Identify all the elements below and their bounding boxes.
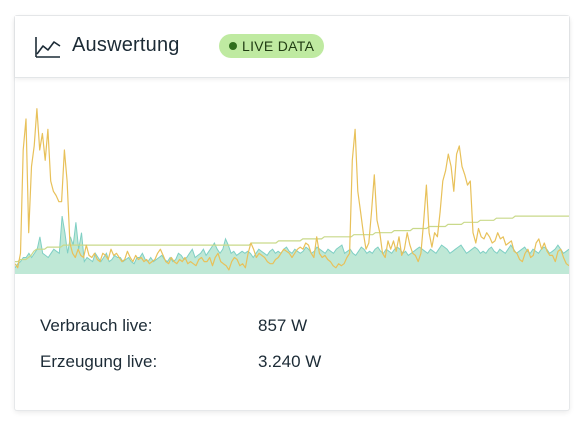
energy-chart[interactable] bbox=[15, 78, 569, 274]
production-value: 3.240 W bbox=[258, 352, 322, 371]
baseline-series-line bbox=[15, 215, 569, 263]
production-area bbox=[15, 216, 569, 274]
evaluation-card: Auswertung LIVE DATA Verbrauch live: 857… bbox=[15, 16, 569, 410]
consumption-series-line bbox=[15, 108, 569, 271]
production-row: Erzeugung live: 3.240 W bbox=[40, 352, 540, 388]
production-label: Erzeugung live: bbox=[40, 352, 158, 371]
live-badge-label: LIVE DATA bbox=[242, 38, 315, 54]
live-data-badge: LIVE DATA bbox=[219, 34, 325, 58]
production-series-line bbox=[15, 216, 569, 269]
card-title: Auswertung bbox=[72, 34, 180, 56]
live-status-dot bbox=[229, 42, 237, 50]
line-chart-icon bbox=[35, 37, 61, 58]
consumption-value: 857 W bbox=[258, 316, 308, 335]
energy-chart-svg bbox=[15, 108, 569, 274]
card-header: Auswertung LIVE DATA bbox=[15, 16, 569, 78]
consumption-row: Verbrauch live: 857 W bbox=[40, 316, 540, 352]
consumption-label: Verbrauch live: bbox=[40, 316, 153, 335]
live-stats: Verbrauch live: 857 W Erzeugung live: 3.… bbox=[40, 316, 540, 388]
